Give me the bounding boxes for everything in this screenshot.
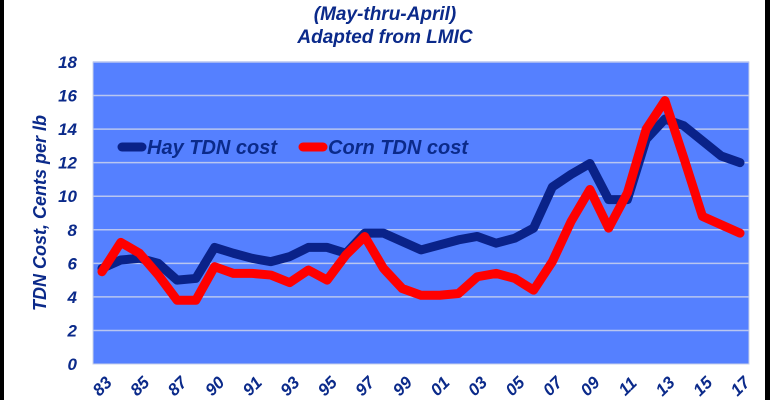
y-tick-label: 0 bbox=[68, 355, 78, 374]
y-tick-label: 6 bbox=[68, 254, 78, 273]
y-tick-label: 2 bbox=[67, 321, 78, 340]
frame-left-border bbox=[0, 0, 4, 400]
y-tick-label: 4 bbox=[67, 288, 78, 307]
x-tick-label: 01 bbox=[427, 373, 454, 400]
x-tick-label: 11 bbox=[615, 373, 641, 399]
x-tick-label: 93 bbox=[277, 373, 304, 400]
x-tick-label: 87 bbox=[164, 372, 192, 400]
x-tick-label: 03 bbox=[464, 373, 491, 400]
x-tick-label: 90 bbox=[202, 373, 229, 400]
x-tick-label: 17 bbox=[727, 372, 755, 400]
frame-right-border bbox=[765, 0, 770, 400]
x-tick-label: 99 bbox=[389, 373, 416, 400]
y-tick-label: 16 bbox=[58, 87, 77, 106]
x-tick-label: 15 bbox=[689, 373, 716, 400]
y-tick-label: 8 bbox=[68, 221, 78, 240]
y-axis-label: TDN Cost, Cents per lb bbox=[30, 115, 50, 311]
legend-label: Hay TDN cost bbox=[147, 137, 278, 159]
x-tick-label: 95 bbox=[314, 373, 341, 400]
x-tick-label: 05 bbox=[502, 373, 529, 400]
y-tick-label: 12 bbox=[58, 154, 77, 173]
y-tick-label: 14 bbox=[58, 120, 77, 139]
y-tick-label: 10 bbox=[58, 187, 77, 206]
chart-subtitle-period: (May-thru-April) bbox=[313, 4, 457, 25]
x-tick-label: 07 bbox=[539, 372, 567, 400]
x-tick-label: 97 bbox=[352, 372, 380, 400]
x-tick-label: 85 bbox=[126, 373, 153, 400]
x-tick-label: 09 bbox=[577, 373, 604, 400]
chart-subtitle-source: Adapted from LMIC bbox=[297, 27, 473, 48]
x-tick-label: 83 bbox=[89, 373, 116, 400]
plot-area bbox=[92, 61, 750, 365]
y-tick-label: 18 bbox=[58, 53, 77, 72]
x-tick-label: 91 bbox=[239, 373, 266, 400]
legend-label: Corn TDN cost bbox=[328, 137, 469, 159]
x-tick-label: 13 bbox=[652, 373, 679, 400]
